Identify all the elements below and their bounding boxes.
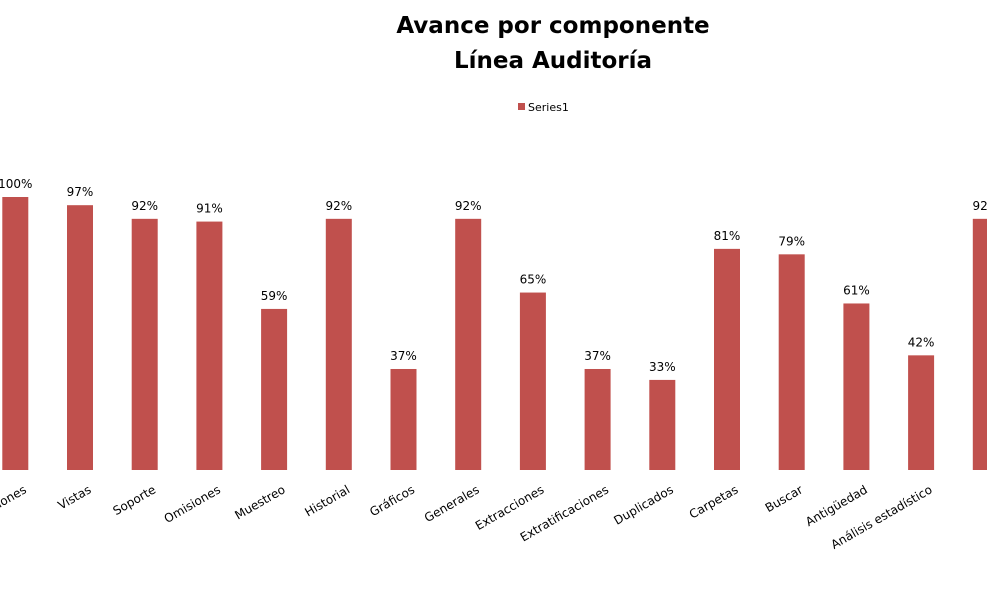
chart-title: Avance por componente: [396, 13, 709, 39]
x-tick-label: Historial: [302, 482, 352, 519]
x-tick-label: Duplicados: [611, 482, 675, 527]
bar: [67, 205, 93, 470]
bar: [390, 368, 417, 470]
data-label: 92%: [131, 199, 158, 213]
bar: [778, 254, 805, 470]
data-label: 97%: [67, 185, 94, 199]
x-tick-label: e Ecuaciones: [0, 482, 29, 534]
data-label: 37%: [390, 349, 417, 363]
x-tick-label: Carpetas: [687, 482, 741, 521]
legend-swatch: [518, 103, 525, 110]
bar: [714, 248, 740, 470]
bar: [519, 292, 546, 470]
data-label: 37%: [584, 349, 611, 363]
data-label: 81%: [714, 229, 741, 243]
bar: [2, 197, 29, 470]
x-tick-label: Vistas: [55, 482, 93, 512]
bar: [972, 218, 987, 470]
data-label: 59%: [261, 289, 288, 303]
bar: [261, 308, 288, 470]
data-label: 100%: [0, 177, 32, 191]
data-label: 33%: [649, 360, 676, 374]
x-tick-label: Generales: [422, 482, 482, 525]
data-label: 79%: [778, 234, 805, 248]
bar: [325, 218, 352, 470]
chart-subtitle: Línea Auditoría: [454, 48, 652, 74]
bar: [649, 379, 676, 470]
legend-label: Series1: [528, 101, 569, 114]
x-tick-label: G: [984, 482, 987, 499]
bar: [908, 355, 935, 470]
bar: [196, 221, 223, 470]
data-label: 61%: [843, 283, 870, 297]
bar: [584, 368, 611, 470]
data-label: 42%: [908, 335, 935, 349]
x-tick-label: Buscar: [763, 482, 806, 515]
x-tick-label: Omisiones: [162, 482, 223, 525]
data-label: 92%: [455, 199, 482, 213]
data-label: 92%: [972, 199, 987, 213]
x-tick-label: Soporte: [111, 482, 159, 518]
x-tick-label: Gráficos: [367, 482, 417, 519]
bar: [455, 218, 482, 470]
bar: [131, 218, 158, 470]
data-label: 91%: [196, 202, 223, 216]
x-tick-label: Muestreo: [232, 482, 287, 522]
data-label: 92%: [325, 199, 352, 213]
data-label: 65%: [520, 273, 547, 287]
bar: [843, 303, 870, 470]
